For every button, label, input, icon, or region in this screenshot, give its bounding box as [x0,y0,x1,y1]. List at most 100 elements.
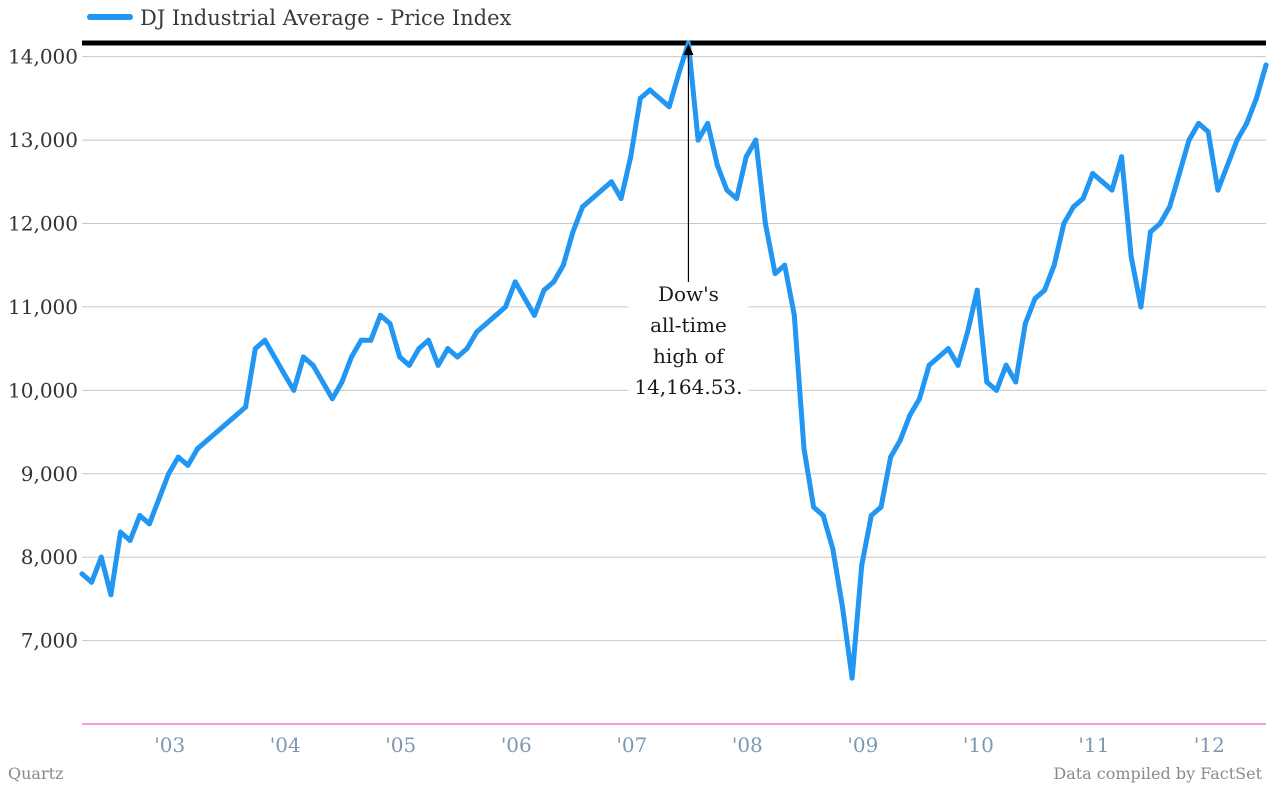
data-point [618,196,624,201]
data-point [1196,120,1202,126]
data-point [570,229,576,235]
data-point [493,312,499,318]
data-point [522,296,528,302]
data-point [445,346,451,352]
data-point [310,362,316,368]
data-point [464,346,470,352]
data-point [907,412,913,418]
data-point [156,496,162,502]
data-point [714,162,720,168]
x-tick-label: '09 [847,733,878,757]
data-point [98,554,104,560]
data-point [955,362,961,368]
data-point [782,262,788,268]
data-point [166,471,172,477]
data-point [1090,171,1096,176]
x-tick-label: '10 [963,733,994,757]
data-point [320,379,326,385]
data-point [358,337,364,343]
data-point [1244,120,1250,126]
x-tick-label: '11 [1078,733,1109,757]
data-point [397,354,403,360]
data-point [1176,171,1182,176]
data-point [734,196,740,201]
x-axis: '03 '04 '05 '06 '07 '08 '09 '10 '11 '12 [154,733,1225,757]
data-point [724,187,730,193]
data-point [965,329,971,335]
data-point [801,446,807,452]
data-point [1253,95,1259,101]
data-point [1234,137,1240,143]
data-point [454,354,460,360]
data-point [118,529,123,535]
data-point [1003,362,1009,368]
data-point [917,396,922,402]
data-point [849,675,855,681]
data-point [695,137,701,143]
data-point [666,104,672,110]
data-point [243,404,249,410]
data-point [1167,204,1173,210]
legend-label: DJ Industrial Average - Price Index [140,6,512,30]
data-point [503,304,508,310]
data-point [974,287,980,293]
data-point [1148,229,1153,235]
annotation-background [628,278,749,406]
data-point [329,396,335,402]
data-point [830,546,836,552]
data-point [474,329,480,335]
x-tick-label: '06 [501,733,532,757]
series-group [79,40,1269,681]
data-point [560,262,566,268]
y-tick-label: 11,000 [8,295,78,319]
data-point [1119,154,1125,160]
x-tick-label: '07 [616,733,647,757]
data-point [368,337,374,343]
data-point [1099,179,1105,185]
data-point [541,287,547,293]
data-point [1215,187,1221,193]
data-point [1061,221,1067,226]
data-point [1051,262,1057,268]
data-point [878,504,884,510]
data-point [416,346,422,352]
data-point [772,271,778,277]
data-point [1157,221,1163,226]
data-point [291,387,297,393]
data-point [791,312,797,318]
y-tick-label: 8,000 [21,545,78,569]
data-point [1263,62,1269,68]
data-point [859,563,865,568]
data-point [608,179,614,185]
x-tick-label: '08 [732,733,763,757]
data-point [599,187,605,193]
annotation-text-line: high of [653,344,725,368]
annotation-arrowhead [683,43,694,55]
data-point [1186,137,1192,143]
annotation-text-line: Dow's [658,282,719,306]
data-point [1225,162,1230,168]
annotation-text-line: 14,164.53. [634,375,742,399]
data-point [137,513,143,518]
data-point [580,204,586,210]
data-point [89,579,95,585]
data-point [657,95,663,101]
legend: DJ Industrial Average - Price Index [87,6,512,30]
data-point [349,354,354,360]
data-point [79,571,85,577]
data-point [1080,196,1086,201]
x-tick-label: '05 [385,733,416,757]
data-point [387,321,393,327]
data-point [377,312,383,318]
data-point [743,154,749,160]
data-point [300,354,306,360]
data-point [820,513,826,518]
x-tick-label: '04 [270,733,301,757]
data-point [589,196,595,201]
data-point [146,521,152,527]
data-point [426,337,431,343]
data-point [685,40,691,46]
data-point [762,221,768,226]
footer-source-right: Data compiled by FactSet [1053,764,1262,783]
data-point [676,70,682,76]
